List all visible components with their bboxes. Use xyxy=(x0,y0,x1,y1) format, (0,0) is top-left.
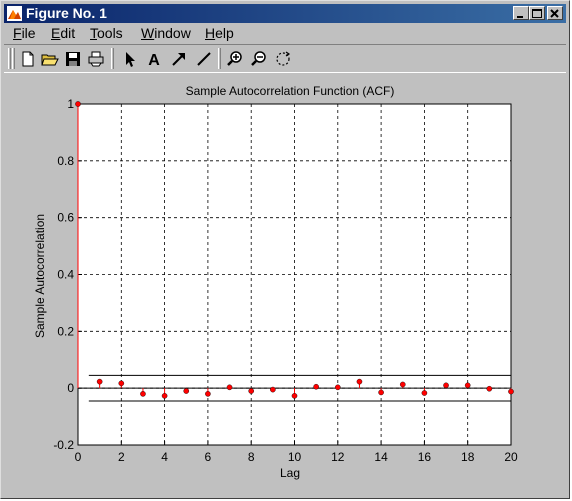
acf-point xyxy=(486,385,493,392)
acf-point xyxy=(270,386,276,393)
title-bar[interactable]: Figure No. 1 xyxy=(4,4,566,23)
menu-window[interactable]: Window xyxy=(141,25,191,41)
acf-chart: 0 2 4 6 8 10 12 14 16 18 20-0.200.20.40.60.81Sampl… xyxy=(33,84,518,480)
close-icon xyxy=(550,9,559,18)
y-tick-label: -0.2 xyxy=(53,438,74,452)
y-tick-label: 0 xyxy=(67,381,74,395)
acf-point xyxy=(378,389,384,396)
x-tick-label: 2 xyxy=(118,450,125,464)
x-tick-label: 12 xyxy=(331,450,345,464)
x-tick-label: 18 xyxy=(461,450,475,464)
acf-point xyxy=(75,101,81,107)
acf-point xyxy=(205,391,211,397)
x-tick-label: 0 xyxy=(75,450,82,464)
minimize-button[interactable] xyxy=(513,6,529,20)
acf-point xyxy=(161,393,168,399)
acf-point xyxy=(356,378,363,385)
select-arrow-icon[interactable] xyxy=(120,49,140,69)
acf-point xyxy=(334,384,341,391)
x-tick-label: 20 xyxy=(504,450,518,464)
toolbar: A xyxy=(4,44,566,73)
x-tick-label: 8 xyxy=(248,450,255,464)
acf-point xyxy=(313,383,319,390)
zoom-in-icon[interactable] xyxy=(225,49,245,69)
zoom-out-icon[interactable] xyxy=(249,49,269,69)
menu-tools[interactable]: Tools xyxy=(90,25,123,41)
y-tick-label: 0.4 xyxy=(57,268,74,282)
figure-canvas: 0 2 4 6 8 10 12 14 16 18 20 -0.2 0 0.2 0.4 0.6 0.8 1 Sampl… xyxy=(4,75,566,495)
y-tick-label: 0.2 xyxy=(57,324,74,338)
chart-title: Sample Autocorrelation Function (ACF) xyxy=(186,84,395,98)
acf-point xyxy=(248,388,254,394)
x-tick-label: 6 xyxy=(205,450,212,464)
acf-point xyxy=(226,384,233,391)
toolbar-grip[interactable] xyxy=(12,48,15,69)
acf-point xyxy=(96,378,103,385)
toolbar-grip[interactable] xyxy=(8,48,11,69)
acf-point xyxy=(399,381,406,388)
y-tick-label: 0.6 xyxy=(57,211,74,225)
x-tick-label: 10 xyxy=(288,450,302,464)
save-icon[interactable] xyxy=(63,49,83,69)
acf-point xyxy=(183,388,190,394)
acf-point xyxy=(443,382,449,389)
close-button[interactable] xyxy=(547,6,563,20)
toolbar-separator xyxy=(111,48,114,69)
arrow-icon[interactable] xyxy=(169,49,189,69)
matlab-logo-icon xyxy=(7,6,22,21)
x-tick-label: 4 xyxy=(161,450,168,464)
toolbar-separator xyxy=(218,48,221,69)
window-title: Figure No. 1 xyxy=(26,5,107,21)
rotate-icon[interactable] xyxy=(273,49,293,69)
y-tick-label: 1 xyxy=(67,97,74,111)
text-icon[interactable]: A xyxy=(144,49,164,69)
acf-point xyxy=(291,393,298,399)
maximize-button[interactable] xyxy=(529,6,545,20)
y-tick-label: 0.8 xyxy=(57,154,74,168)
x-axis-label: Lag xyxy=(280,466,300,480)
svg-text:A: A xyxy=(148,52,160,69)
acf-point xyxy=(508,388,514,395)
print-icon[interactable] xyxy=(86,49,106,69)
maximize-icon xyxy=(532,9,542,18)
menu-bar: File Edit Tools Window Help xyxy=(4,24,566,43)
menu-file[interactable]: File xyxy=(13,25,36,41)
open-folder-icon[interactable] xyxy=(40,49,60,69)
acf-point xyxy=(421,390,428,396)
new-file-icon[interactable] xyxy=(18,49,38,69)
acf-point xyxy=(140,391,146,397)
minimize-icon xyxy=(517,16,523,18)
acf-point xyxy=(464,382,471,389)
y-axis-label: Sample Autocorrelation xyxy=(33,214,47,338)
menu-help[interactable]: Help xyxy=(205,25,234,41)
x-tick-label: 16 xyxy=(418,450,432,464)
acf-point xyxy=(118,380,125,387)
menu-edit[interactable]: Edit xyxy=(51,25,76,41)
x-tick-label: 14 xyxy=(374,450,388,464)
line-icon[interactable] xyxy=(194,49,214,69)
